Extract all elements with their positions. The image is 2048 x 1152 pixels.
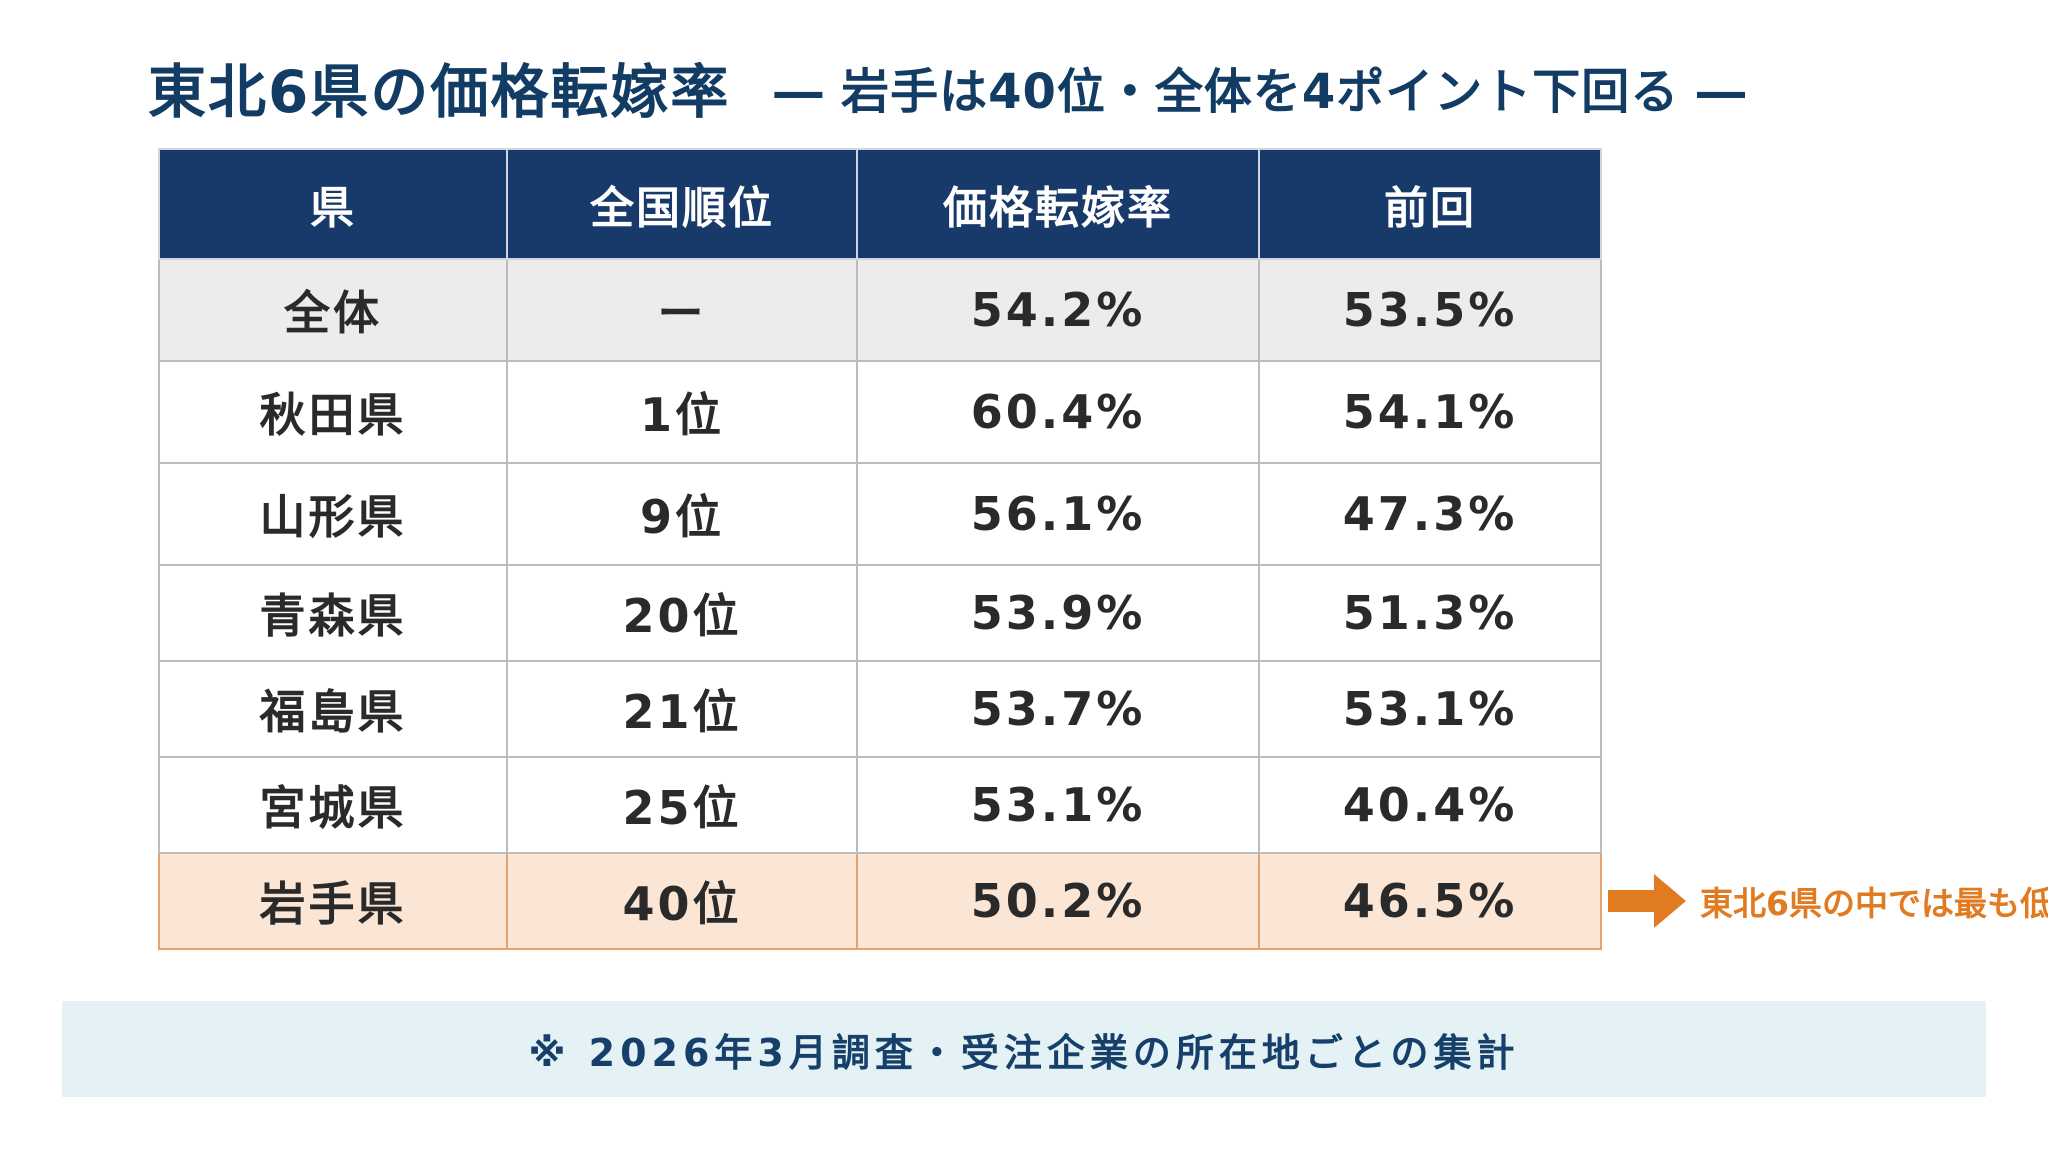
footnote-text: ※ 2026年3月調査・受注企業の所在地ごとの集計 [528, 1030, 1520, 1075]
cell-rank: 21位 [506, 660, 858, 758]
cell-prefecture: 福島県 [158, 660, 508, 758]
table-row: 福島県 21位 53.7% 53.1% [158, 660, 1602, 758]
header-previous: 前回 [1258, 148, 1602, 260]
cell-rate: 56.1% [856, 462, 1260, 566]
cell-previous: 47.3% [1258, 462, 1602, 566]
cell-rank: 25位 [506, 756, 858, 854]
callout-text: 東北6県の中では最も低い [1700, 884, 2048, 923]
cell-previous: 53.5% [1258, 258, 1602, 362]
cell-prefecture: 秋田県 [158, 360, 508, 464]
cell-rank: 1位 [506, 360, 858, 464]
cell-rate: 53.7% [856, 660, 1260, 758]
price-pass-through-table: 県 全国順位 価格転嫁率 前回 全体 ー 54.2% 53.5% 秋田県 1位 … [158, 148, 1602, 950]
cell-previous: 51.3% [1258, 564, 1602, 662]
header-pass-through-rate: 価格転嫁率 [856, 148, 1260, 260]
cell-prefecture: 岩手県 [158, 852, 508, 950]
header-prefecture: 県 [158, 148, 508, 260]
cell-prefecture: 全体 [158, 258, 508, 362]
arrow-right-icon [1608, 874, 1686, 928]
cell-previous: 46.5% [1258, 852, 1602, 950]
cell-rank: ー [506, 258, 858, 362]
cell-rate: 50.2% [856, 852, 1260, 950]
cell-previous: 54.1% [1258, 360, 1602, 464]
table-row: 山形県 9位 56.1% 47.3% [158, 462, 1602, 566]
title-subtitle: ― 岩手は40位・全体を4ポイント下回る ― [774, 64, 1746, 120]
table-row: 青森県 20位 53.9% 51.3% [158, 564, 1602, 662]
table-row-iwate-highlighted: 岩手県 40位 50.2% 46.5% [158, 852, 1602, 950]
cell-rank: 9位 [506, 462, 858, 566]
cell-prefecture: 青森県 [158, 564, 508, 662]
table-row-total: 全体 ー 54.2% 53.5% [158, 258, 1602, 362]
header-national-rank: 全国順位 [506, 148, 858, 260]
footnote-box: ※ 2026年3月調査・受注企業の所在地ごとの集計 [62, 1001, 1986, 1097]
cell-rank: 40位 [506, 852, 858, 950]
cell-rate: 54.2% [856, 258, 1260, 362]
cell-prefecture: 山形県 [158, 462, 508, 566]
table-row: 秋田県 1位 60.4% 54.1% [158, 360, 1602, 464]
cell-rank: 20位 [506, 564, 858, 662]
cell-previous: 53.1% [1258, 660, 1602, 758]
cell-rate: 53.1% [856, 756, 1260, 854]
cell-rate: 53.9% [856, 564, 1260, 662]
cell-rate: 60.4% [856, 360, 1260, 464]
table-header-row: 県 全国順位 価格転嫁率 前回 [158, 148, 1602, 260]
cell-previous: 40.4% [1258, 756, 1602, 854]
page-title: 東北6県の価格転嫁率 ― 岩手は40位・全体を4ポイント下回る ― [148, 52, 1746, 126]
price-pass-through-table-container: 県 全国順位 価格転嫁率 前回 全体 ー 54.2% 53.5% 秋田県 1位 … [158, 148, 1602, 950]
cell-prefecture: 宮城県 [158, 756, 508, 854]
title-main: 東北6県の価格転嫁率 [148, 58, 731, 126]
table-row: 宮城県 25位 53.1% 40.4% [158, 756, 1602, 854]
lowest-in-tohoku-callout: 東北6県の中では最も低い [1608, 872, 2048, 930]
